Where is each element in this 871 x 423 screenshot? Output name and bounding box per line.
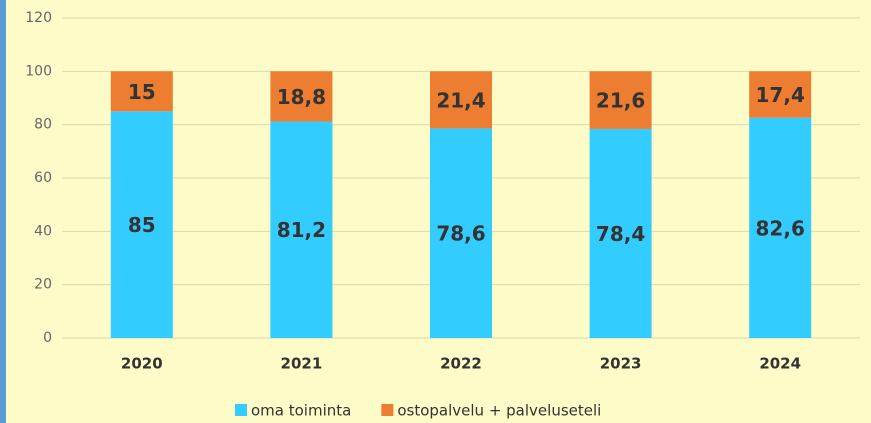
legend-swatch: [381, 404, 394, 416]
data-label: 78,4: [596, 222, 645, 246]
x-tick-label: 2023: [600, 355, 642, 373]
bar-segment: [110, 111, 173, 338]
y-tick-label: 80: [34, 117, 52, 133]
data-label: 82,6: [756, 216, 805, 240]
y-tick-label: 60: [34, 170, 52, 186]
data-label: 18,8: [277, 85, 326, 109]
y-tick-label: 120: [25, 10, 52, 26]
y-tick-label: 20: [34, 277, 52, 293]
bar-segment: [270, 71, 333, 122]
data-label: 15: [128, 80, 156, 104]
data-label: 85: [128, 213, 156, 237]
bar-segment: [430, 128, 492, 338]
data-label: 81,2: [277, 218, 326, 242]
bar-segment: [589, 128, 652, 338]
legend-label: oma toiminta: [251, 402, 351, 420]
x-tick-label: 2020: [121, 355, 163, 373]
legend-label: ostopalvelu + palveluseteli: [397, 402, 601, 420]
x-tick-label: 2024: [759, 355, 801, 373]
legend-swatch: [235, 404, 247, 416]
x-tick-label: 2021: [281, 355, 323, 373]
y-tick-label: 100: [25, 63, 52, 79]
bar-segment: [270, 121, 333, 338]
data-label: 78,6: [436, 222, 485, 246]
left-strip: [0, 0, 6, 423]
bar-segment: [110, 71, 173, 112]
data-label: 21,6: [596, 89, 645, 113]
bar-segment: [430, 71, 492, 129]
y-tick-label: 0: [43, 330, 52, 346]
bar-segment: [749, 71, 812, 118]
bar-segment: [749, 117, 812, 338]
data-label: 17,4: [756, 83, 805, 107]
y-tick-label: 40: [34, 223, 52, 239]
data-label: 21,4: [436, 88, 485, 112]
x-tick-label: 2022: [440, 355, 482, 373]
bar-segment: [589, 71, 652, 129]
